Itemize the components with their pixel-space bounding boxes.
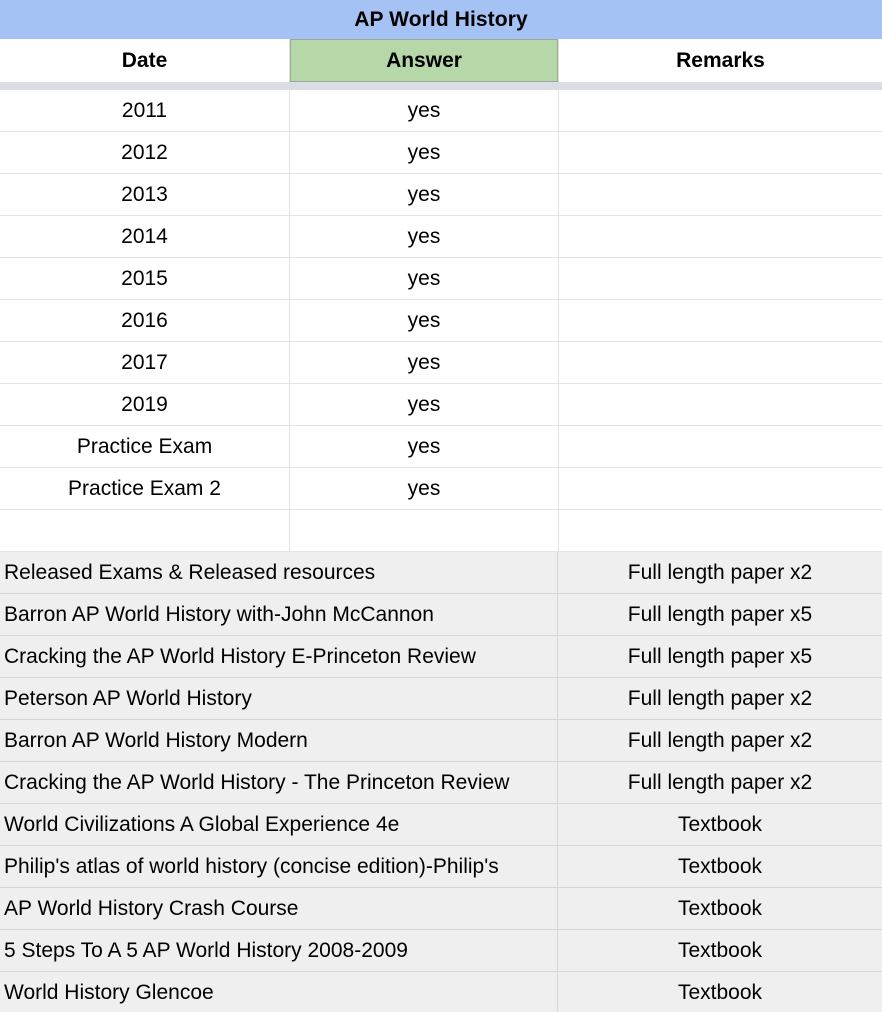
blank-cell-date[interactable]: [0, 510, 290, 551]
cell-date[interactable]: 2017: [0, 342, 290, 383]
cell-answer[interactable]: yes: [407, 350, 441, 374]
table-row[interactable]: 2019 yes: [0, 384, 882, 426]
cell-resource-title[interactable]: Cracking the AP World History - The Prin…: [0, 762, 558, 803]
cell-date[interactable]: 2013: [0, 174, 290, 215]
cell-resource-kind[interactable]: Textbook: [677, 980, 763, 1004]
cell-resource-kind[interactable]: Textbook: [677, 812, 763, 836]
blank-cell-remarks[interactable]: [558, 510, 882, 551]
cell-remarks[interactable]: [558, 90, 882, 131]
cell-resource-title[interactable]: Barron AP World History with-John McCann…: [0, 594, 558, 635]
cell-answer[interactable]: yes: [407, 224, 441, 248]
cell-date[interactable]: 2019: [0, 384, 290, 425]
table-row[interactable]: 2013 yes: [0, 174, 882, 216]
resource-row[interactable]: 5 Steps To A 5 AP World History 2008-200…: [0, 930, 882, 972]
cell-date[interactable]: 2016: [0, 300, 290, 341]
column-header-answer[interactable]: Answer: [290, 39, 558, 82]
table-row[interactable]: Practice Exam 2 yes: [0, 468, 882, 510]
resource-row[interactable]: Released Exams & Released resources Full …: [0, 552, 882, 594]
blank-spacer-row[interactable]: [0, 510, 882, 552]
cell-remarks[interactable]: [558, 132, 882, 173]
resource-row[interactable]: AP World History Crash Course Textbook: [0, 888, 882, 930]
cell-remarks[interactable]: [558, 468, 882, 509]
cell-answer[interactable]: yes: [407, 98, 441, 122]
table-row[interactable]: 2011 yes: [0, 90, 882, 132]
cell-resource-title[interactable]: World History Glencoe: [0, 972, 558, 1012]
cell-resource-kind[interactable]: Full length paper x2: [627, 770, 813, 794]
cell-answer[interactable]: yes: [407, 392, 441, 416]
cell-resource-title[interactable]: Cracking the AP World History E-Princeto…: [0, 636, 558, 677]
table-header-row: Date Answer Remarks: [0, 39, 882, 82]
cell-resource-kind[interactable]: Full length paper x5: [627, 602, 813, 626]
cell-resource-title[interactable]: Barron AP World History Modern: [0, 720, 558, 761]
cell-remarks[interactable]: [558, 342, 882, 383]
table-row[interactable]: 2017 yes: [0, 342, 882, 384]
cell-date[interactable]: 2015: [0, 258, 290, 299]
resource-rows-group: Released Exams & Released resources Full …: [0, 552, 882, 1012]
resource-row[interactable]: Barron AP World History Modern Full lengt…: [0, 720, 882, 762]
cell-date[interactable]: Practice Exam 2: [0, 468, 290, 509]
cell-remarks[interactable]: [558, 300, 882, 341]
cell-resource-title[interactable]: 5 Steps To A 5 AP World History 2008-200…: [0, 930, 558, 971]
resource-row[interactable]: Cracking the AP World History E-Princeto…: [0, 636, 882, 678]
table-row[interactable]: 2015 yes: [0, 258, 882, 300]
cell-remarks[interactable]: [558, 258, 882, 299]
cell-answer[interactable]: yes: [407, 266, 441, 290]
resource-row[interactable]: World Civilizations A Global Experience …: [0, 804, 882, 846]
page-title: AP World History: [354, 7, 528, 31]
table-row[interactable]: 2016 yes: [0, 300, 882, 342]
table-row[interactable]: 2014 yes: [0, 216, 882, 258]
table-row[interactable]: Practice Exam yes: [0, 426, 882, 468]
column-header-remarks[interactable]: Remarks: [558, 39, 882, 82]
resource-row[interactable]: Philip's atlas of world history (concise…: [0, 846, 882, 888]
exam-rows-group: 2011 yes 2012 yes 2013 yes 2014 yes 2015 yes 2016 y…: [0, 90, 882, 510]
cell-remarks[interactable]: [558, 216, 882, 257]
cell-resource-kind[interactable]: Full length paper x2: [627, 728, 813, 752]
column-header-date[interactable]: Date: [0, 39, 290, 82]
table-row[interactable]: 2012 yes: [0, 132, 882, 174]
cell-date[interactable]: 2012: [0, 132, 290, 173]
cell-answer[interactable]: yes: [407, 308, 441, 332]
cell-resource-kind[interactable]: Full length paper x2: [627, 560, 813, 584]
cell-resource-kind[interactable]: Full length paper x2: [627, 686, 813, 710]
cell-resource-kind[interactable]: Textbook: [677, 854, 763, 878]
cell-answer[interactable]: yes: [407, 476, 441, 500]
cell-date[interactable]: 2014: [0, 216, 290, 257]
cell-resource-kind[interactable]: Full length paper x5: [627, 644, 813, 668]
cell-date[interactable]: 2011: [0, 90, 290, 131]
cell-resource-kind[interactable]: Textbook: [677, 938, 763, 962]
resource-row[interactable]: Barron AP World History with-John McCann…: [0, 594, 882, 636]
cell-answer[interactable]: yes: [407, 434, 441, 458]
blank-cell-answer[interactable]: [290, 510, 558, 551]
cell-remarks[interactable]: [558, 174, 882, 215]
resource-row[interactable]: Peterson AP World History Full length pap…: [0, 678, 882, 720]
cell-resource-title[interactable]: Peterson AP World History: [0, 678, 558, 719]
cell-remarks[interactable]: [558, 426, 882, 467]
cell-answer[interactable]: yes: [407, 140, 441, 164]
cell-resource-title[interactable]: AP World History Crash Course: [0, 888, 558, 929]
sheet-title-banner: AP World History: [0, 0, 882, 39]
cell-answer[interactable]: yes: [407, 182, 441, 206]
cell-remarks[interactable]: [558, 384, 882, 425]
resource-row[interactable]: World History Glencoe Textbook: [0, 972, 882, 1012]
cell-resource-title[interactable]: Philip's atlas of world history (concise…: [0, 846, 558, 887]
cell-resource-title[interactable]: World Civilizations A Global Experience …: [0, 804, 558, 845]
cell-date[interactable]: Practice Exam: [0, 426, 290, 467]
cell-resource-title[interactable]: Released Exams & Released resources: [0, 552, 558, 593]
resource-row[interactable]: Cracking the AP World History - The Prin…: [0, 762, 882, 804]
cell-resource-kind[interactable]: Textbook: [677, 896, 763, 920]
header-separator-band: [0, 82, 882, 90]
